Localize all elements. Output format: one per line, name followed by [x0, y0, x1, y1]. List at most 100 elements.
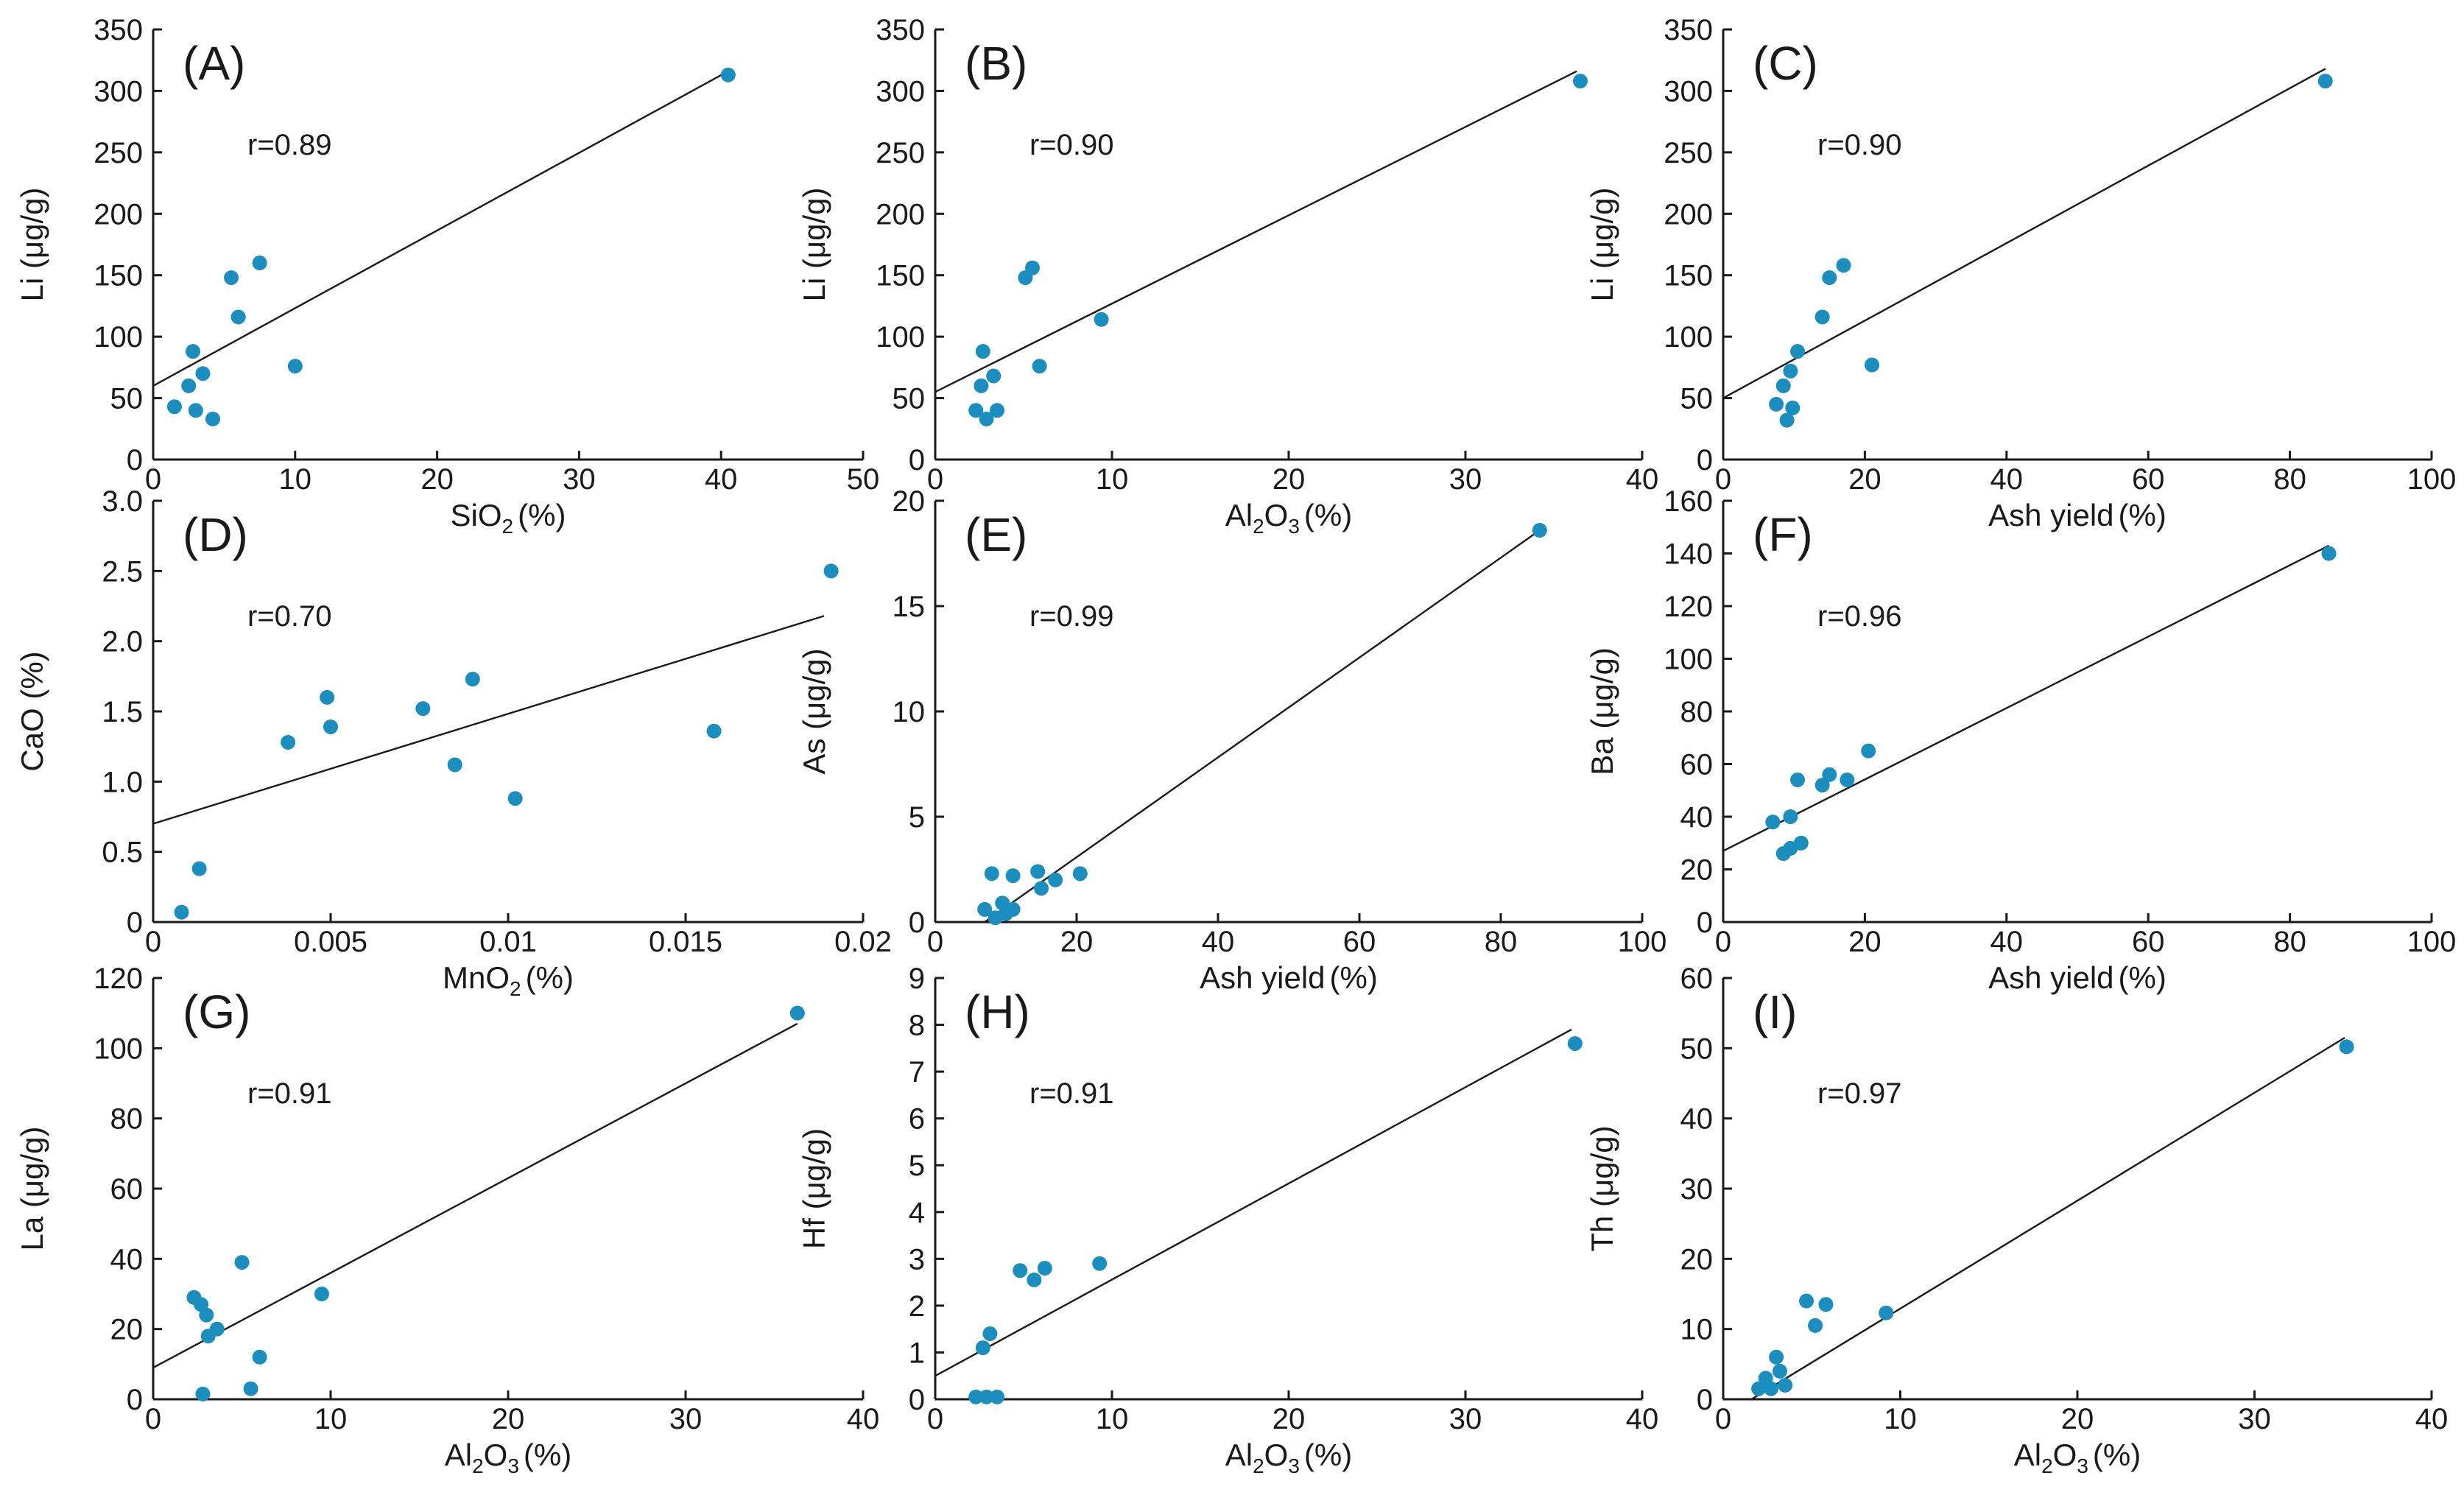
y-tick-label: 200	[94, 198, 143, 231]
panel-h: 0 10 20 30 40 0 1 2 3 4 5 6 7 8 9 Hf (μg/g) Al2O3 (%) (H) r…	[797, 963, 1658, 1477]
x-tick-label: 0	[1715, 463, 1731, 496]
x-tick-label: 0.005	[294, 926, 367, 958]
y-tick-label: 2.5	[102, 555, 143, 588]
y-tick-label: 250	[876, 137, 925, 169]
x-tick-label: 40	[1202, 926, 1235, 958]
y-tick-label: 60	[110, 1173, 144, 1206]
x-tick-label: 0	[927, 1403, 943, 1435]
panel-a: 0 10 20 30 40 50 0 50 100 150 200 250 300 350 Li (μg/g…	[15, 14, 879, 538]
data-point	[1769, 1349, 1784, 1365]
y-tick-label: 200	[876, 198, 925, 231]
data-point	[975, 344, 990, 359]
x-tick-label: 30	[563, 463, 596, 496]
data-point	[1030, 864, 1046, 879]
data-point	[984, 866, 999, 882]
y-tick-label: 100	[94, 1033, 143, 1065]
data-point	[465, 672, 480, 687]
y-tick-label: 120	[1664, 591, 1713, 623]
data-point	[979, 1389, 994, 1404]
regression-line	[152, 615, 825, 825]
y-tick-label: 140	[1664, 538, 1713, 571]
y-tick-label: 100	[876, 321, 925, 353]
x-axis-label: Al2O3 (%)	[2014, 1438, 2141, 1477]
x-tick-label: 0	[145, 1403, 161, 1435]
regression-line	[934, 1028, 1572, 1377]
panel-label: (I)	[1753, 985, 1797, 1038]
x-tick-label: 100	[2407, 463, 2457, 496]
x-tick-label: 40	[1990, 463, 2024, 496]
data-point	[2339, 1039, 2354, 1055]
x-axis-label: Ash yield (%)	[1988, 960, 2166, 995]
y-tick-label: 40	[1680, 801, 1714, 834]
data-point	[323, 719, 338, 734]
data-point	[1785, 400, 1801, 415]
data-point	[507, 791, 523, 806]
y-tick-label: 300	[876, 75, 925, 108]
data-point	[1025, 260, 1040, 275]
y-tick-label: 1	[909, 1337, 925, 1369]
x-axis-label: MnO2 (%)	[443, 960, 574, 1000]
data-point	[185, 344, 200, 359]
data-point	[1814, 778, 1830, 793]
x-tick-label: 100	[2407, 926, 2457, 958]
data-point	[977, 901, 993, 917]
y-tick-label: 10	[893, 696, 926, 728]
x-tick-label: 80	[2273, 926, 2306, 958]
data-point	[447, 757, 462, 773]
data-point	[1532, 523, 1547, 538]
data-point	[990, 1389, 1004, 1404]
x-tick-label: 0	[1715, 1403, 1731, 1435]
y-tick-label: 0	[909, 907, 925, 939]
data-point	[1775, 378, 1791, 393]
x-tick-label: 40	[847, 1403, 880, 1435]
y-tick-label: 3	[909, 1243, 925, 1276]
y-tick-label: 5	[909, 801, 925, 834]
x-tick-label: 20	[1848, 926, 1882, 958]
x-tick-label: 60	[2132, 926, 2165, 958]
x-tick-label: 30	[2238, 1403, 2271, 1435]
x-tick-label: 40	[705, 463, 738, 496]
y-tick-label: 2	[909, 1290, 925, 1323]
correlation-label: r=0.90	[1817, 129, 1902, 161]
x-tick-label: 60	[1343, 926, 1376, 958]
y-tick-label: 0	[127, 907, 143, 939]
data-point	[706, 723, 722, 739]
data-point	[195, 366, 211, 381]
y-tick-label: 160	[1664, 485, 1713, 518]
y-axis-label: Th (μg/g)	[1585, 1125, 1619, 1251]
data-point	[975, 1340, 990, 1356]
data-point	[1799, 1293, 1814, 1309]
correlation-label: r=0.89	[247, 129, 332, 161]
y-tick-label: 2.0	[102, 626, 143, 658]
panel-label: (H)	[965, 985, 1030, 1038]
y-tick-label: 20	[1680, 1243, 1714, 1276]
data-point	[1037, 1261, 1052, 1276]
x-tick-label: 10	[1884, 1403, 1917, 1435]
data-point	[1861, 743, 1876, 759]
panel-label: (A)	[183, 37, 245, 90]
correlation-label: r=0.99	[1029, 600, 1114, 633]
regression-line	[1750, 1037, 2345, 1401]
y-tick-label: 80	[110, 1103, 144, 1136]
regression-line	[1722, 68, 2326, 399]
y-tick-label: 40	[110, 1243, 144, 1276]
y-tick-label: 350	[1664, 14, 1713, 46]
x-tick-label: 10	[314, 1403, 348, 1435]
data-point	[789, 1005, 805, 1021]
data-point	[252, 1349, 267, 1365]
data-point	[234, 1255, 250, 1270]
data-point	[199, 1307, 214, 1323]
y-tick-label: 20	[110, 1314, 144, 1346]
y-axis-label: Li (μg/g)	[1585, 188, 1619, 302]
y-tick-label: 120	[94, 963, 143, 995]
x-tick-label: 30	[669, 1403, 703, 1435]
x-tick-label: 0	[1715, 926, 1731, 958]
y-tick-label: 200	[1664, 198, 1713, 231]
data-point	[252, 256, 267, 271]
data-point	[166, 399, 182, 415]
panel-f: 0 20 40 60 80 100 0 20 40 60 80 100 120 140 160 Ba (μg/…	[1585, 485, 2456, 995]
x-tick-label: 40	[1990, 926, 2024, 958]
data-point	[1772, 1363, 1787, 1379]
y-tick-label: 7	[909, 1056, 925, 1088]
regression-line	[934, 70, 1577, 393]
